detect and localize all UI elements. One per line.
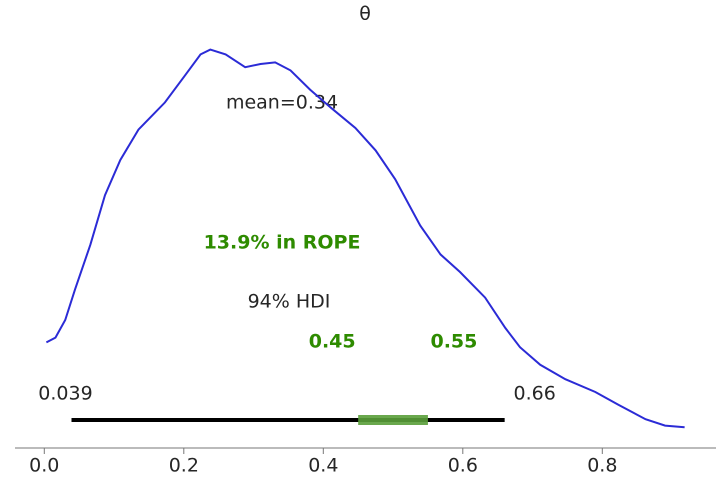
x-tick-label: 0.6	[448, 455, 478, 477]
mean-label: mean=0.34	[226, 92, 338, 114]
chart-title: θ	[359, 3, 371, 25]
hdi-low-label: 0.039	[38, 383, 92, 405]
rope-bar	[358, 415, 428, 425]
x-tick-label: 0.8	[587, 455, 617, 477]
hdi-high-label: 0.66	[513, 383, 555, 405]
hdi-label: 94% HDI	[248, 291, 331, 313]
density-curve	[45, 48, 685, 429]
rope-label: 13.9% in ROPE	[204, 232, 361, 254]
rope-high-label: 0.55	[430, 331, 477, 353]
rope-low-label: 0.45	[309, 331, 356, 353]
x-tick-label: 0.2	[169, 455, 199, 477]
x-tick-label: 0.4	[308, 455, 338, 477]
x-tick-label: 0.0	[29, 455, 59, 477]
